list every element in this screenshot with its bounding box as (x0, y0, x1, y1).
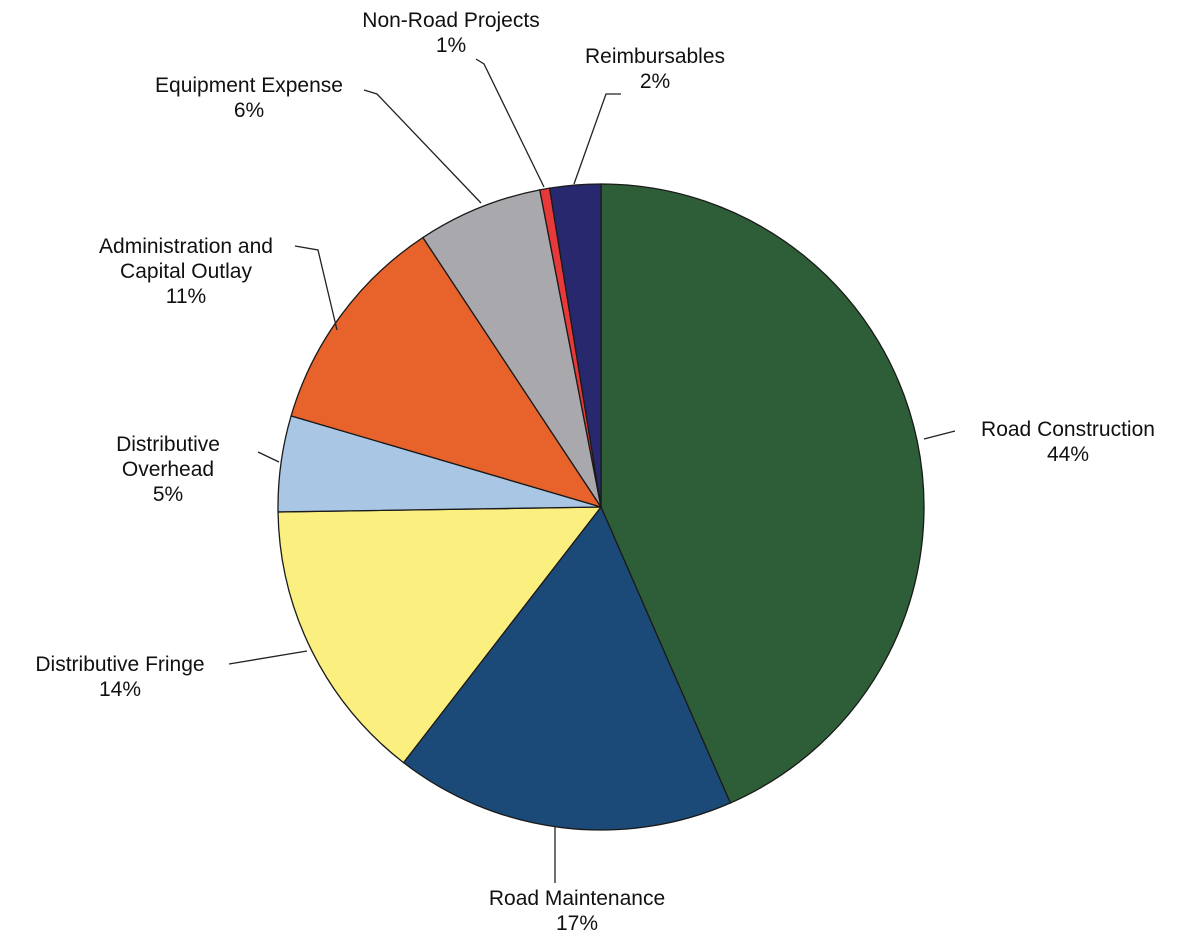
slice-name-reimbursables: Reimbursables (585, 45, 725, 68)
slice-name-road-construction: Road Construction (981, 418, 1155, 441)
leader-line-administration-and-capital-outlay (294, 245, 338, 331)
slice-name-administration-and-capital-outlay: Capital Outlay (120, 260, 252, 283)
slice-label-distributive-overhead: Distributive Overhead 5% (116, 433, 220, 506)
slice-label-distributive-fringe: Distributive Fringe 14% (35, 653, 204, 701)
slice-labels: Road Construction 44% Road Maintenance 17% D… (35, 9, 1155, 935)
slice-label-road-construction: Road Construction 44% (981, 418, 1155, 466)
leader-line-reimbursables (573, 93, 621, 185)
slice-label-administration-and-capital-outlay: Administration and Capital Outlay 11% (99, 235, 273, 308)
slice-percent-road-construction: 44% (1047, 443, 1089, 466)
slice-percent-distributive-fringe: 14% (99, 678, 141, 701)
pie-slice-equipment-expense (421, 189, 602, 508)
leader-line-distributive-fringe (228, 650, 308, 665)
pie-slice-road-construction (600, 183, 925, 804)
slice-percent-non-road-projects: 1% (436, 34, 466, 57)
leader-line-equipment-expense (363, 89, 482, 204)
slice-name-distributive-fringe: Distributive Fringe (35, 653, 204, 676)
slice-percent-reimbursables: 2% (640, 70, 670, 93)
slice-percent-distributive-overhead: 5% (153, 483, 183, 506)
slice-percent-administration-and-capital-outlay: 11% (166, 285, 206, 308)
slice-label-equipment-expense: Equipment Expense 6% (155, 74, 343, 122)
pie-slice-road-maintenance (402, 505, 732, 831)
slice-percent-equipment-expense: 6% (234, 99, 264, 122)
slice-name-administration-and-capital-outlay: Administration and (99, 235, 273, 258)
pie-slice-reimbursables (548, 183, 602, 508)
leader-line-non-road-projects (475, 58, 545, 188)
slice-name-distributive-overhead: Overhead (122, 458, 214, 481)
leader-lines (228, 58, 956, 883)
leader-line-road-construction (923, 430, 956, 440)
slice-name-road-maintenance: Road Maintenance (489, 887, 665, 910)
slice-percent-road-maintenance: 17% (556, 912, 598, 935)
slice-label-non-road-projects: Non-Road Projects 1% (362, 9, 539, 57)
slice-label-road-maintenance: Road Maintenance 17% (489, 887, 665, 935)
pie-slices (277, 183, 925, 831)
slice-label-reimbursables: Reimbursables 2% (585, 45, 725, 93)
pie-slice-administration-and-capital-outlay (290, 236, 603, 509)
pie-slice-distributive-fringe (277, 506, 603, 764)
leader-line-distributive-overhead (257, 451, 280, 463)
slice-name-distributive-overhead: Distributive (116, 433, 220, 456)
slice-name-non-road-projects: Non-Road Projects (362, 9, 539, 32)
slice-name-equipment-expense: Equipment Expense (155, 74, 343, 97)
